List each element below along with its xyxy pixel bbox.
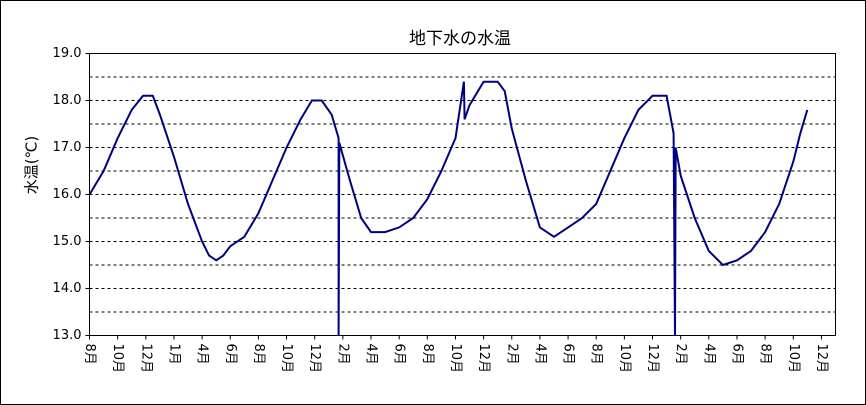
x-tick-label: 2月	[504, 344, 519, 365]
x-tick-label: 8月	[589, 344, 604, 365]
x-tick-label: 2月	[673, 344, 688, 365]
x-tick-label: 10月	[617, 344, 632, 374]
y-tick-label: 14.0	[53, 281, 82, 296]
x-tick-label: 8月	[251, 344, 266, 365]
x-tick-label: 8月	[82, 344, 97, 365]
x-tick-label: 10月	[786, 344, 801, 374]
y-tick-label: 19.0	[53, 46, 82, 61]
x-tick-label: 1月	[166, 344, 181, 365]
plot-border	[89, 53, 836, 336]
x-tick-label: 12月	[814, 344, 829, 374]
y-tick-label: 15.0	[53, 234, 82, 249]
x-tick-label: 10月	[110, 344, 125, 374]
x-tick-label: 8月	[420, 344, 435, 365]
x-tick-label: 12月	[476, 344, 491, 374]
x-tick-label: 4月	[364, 344, 379, 365]
x-tick-label: 4月	[532, 344, 547, 365]
chart-title: 地下水の水温	[409, 29, 511, 49]
x-tick-label: 2月	[335, 344, 350, 365]
y-tick-label: 16.0	[53, 187, 82, 202]
x-tick-label: 12月	[645, 344, 660, 374]
x-tick-label: 4月	[195, 344, 210, 365]
x-tick-label: 6月	[223, 344, 238, 365]
x-tick-label: 10月	[448, 344, 463, 374]
y-tick-label: 17.0	[53, 140, 82, 155]
x-tick-label: 10月	[279, 344, 294, 374]
y-axis-label: 水温(℃)	[23, 136, 41, 195]
x-tick-label: 4月	[701, 344, 716, 365]
data-line	[88, 80, 809, 336]
x-tick-label: 6月	[561, 344, 576, 365]
x-tick-label: 12月	[138, 344, 153, 374]
x-tick-label: 12月	[307, 344, 322, 374]
x-tick-label: 6月	[729, 344, 744, 365]
x-tick-label: 6月	[392, 344, 407, 365]
y-tick-label: 18.0	[53, 93, 82, 108]
x-tick-label: 8月	[758, 344, 773, 365]
y-tick-label: 13.0	[53, 328, 82, 343]
